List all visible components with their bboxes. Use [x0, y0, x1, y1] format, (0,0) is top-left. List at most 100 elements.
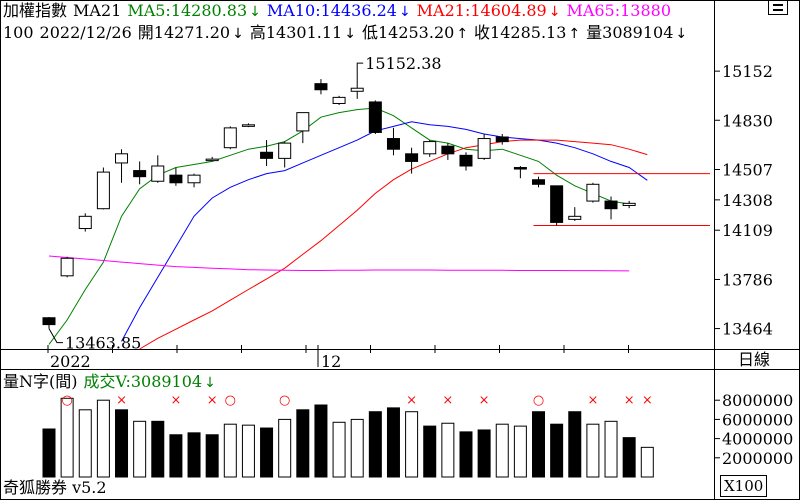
ma-arrow-icon: ↓	[249, 4, 261, 20]
signal-marker: ○	[225, 393, 236, 408]
volume-bar	[115, 409, 129, 478]
candlestick	[459, 152, 473, 171]
volume-unit-button[interactable]: X100	[720, 475, 768, 497]
candlestick	[169, 167, 183, 186]
volume-indicator-title: 量N字(間)	[3, 372, 78, 391]
candlestick	[350, 71, 364, 99]
date-axis: 2022 12	[47, 345, 629, 371]
volume-bars	[42, 397, 654, 478]
ma-line-ma65	[48, 255, 630, 272]
candlestick	[241, 123, 255, 128]
candlestick	[133, 161, 147, 185]
candlestick	[296, 112, 310, 144]
price-annotations: 15152.38 13463.85	[48, 54, 442, 353]
volume-bar	[205, 434, 219, 478]
signal-marker: ×	[624, 393, 635, 408]
candle-body	[550, 185, 564, 223]
signal-marker: ×	[406, 393, 417, 408]
high-annotation-leader	[356, 62, 364, 72]
volume-bar	[151, 420, 165, 478]
high-annotation: 15152.38	[365, 54, 441, 73]
support-lines	[533, 173, 710, 226]
ma-line-ma21	[139, 139, 648, 350]
volume-bar	[78, 409, 92, 478]
candle-body	[205, 158, 219, 162]
candlestick	[622, 200, 636, 209]
chart-header-line-1: 加權指數 MA21 MA5:14280.83 ↓ MA10:14436.24 ↓ MA21:…	[3, 0, 715, 23]
volume-bar	[459, 431, 473, 478]
candlestick	[604, 196, 618, 220]
candle-body	[42, 317, 56, 326]
candlestick	[532, 176, 546, 188]
candle-body	[386, 138, 400, 150]
ma-value-3: MA65:13880	[566, 1, 671, 20]
signal-marker: ×	[116, 393, 127, 408]
candlestick	[423, 140, 437, 157]
candle-body	[368, 101, 382, 133]
volume-arrow-icon: ↓	[675, 26, 688, 42]
candle-body	[133, 170, 147, 178]
candle-body	[241, 124, 255, 127]
candle-body	[568, 215, 582, 220]
candlesticks	[42, 71, 636, 329]
volume-bar	[350, 418, 364, 478]
candle-body	[459, 154, 473, 167]
bar-date: 2022/12/26	[39, 23, 132, 42]
volume-bar	[223, 423, 237, 478]
signal-marker: ×	[207, 393, 218, 408]
candle-body	[513, 167, 527, 170]
ma-line-ma5	[48, 107, 630, 345]
close-arrow-icon: ↑	[568, 26, 581, 42]
volume-bar	[278, 418, 292, 478]
volume-bar	[477, 429, 491, 478]
candlestick	[405, 147, 419, 174]
index-name: 加權指數	[3, 1, 68, 20]
price-tick-label: 14507	[722, 161, 773, 180]
volume-bar	[423, 425, 437, 478]
ma-value-2: MA21:14604.89 ↓	[417, 1, 561, 20]
volume-bar	[568, 411, 582, 478]
volume-bar	[586, 423, 600, 478]
candle-body	[115, 153, 129, 164]
volume-bar	[640, 446, 654, 478]
candle-body	[151, 165, 165, 182]
price-tick-label: 14109	[722, 221, 773, 240]
volume-tick-label: 2000000	[722, 449, 793, 468]
price-tick-label: 14308	[722, 191, 773, 210]
candle-body	[278, 142, 292, 159]
candle-body	[260, 151, 274, 159]
candle-body	[405, 153, 419, 162]
menu-bar-icon	[773, 4, 783, 6]
candle-body	[622, 202, 636, 206]
candlestick	[368, 100, 382, 134]
candle-body	[314, 83, 328, 91]
high-value: 高14301.11	[249, 23, 343, 42]
candlestick	[42, 316, 56, 329]
volume-bar	[532, 411, 546, 478]
volume-bar	[60, 397, 74, 478]
candlestick	[386, 127, 400, 156]
signal-marker: ×	[587, 393, 598, 408]
candle-body	[96, 171, 110, 210]
candle-body	[477, 138, 491, 159]
candlestick	[115, 149, 129, 183]
ma-value-text: MA65:13880	[566, 1, 672, 20]
open-value: 開14271.20	[137, 23, 231, 42]
signal-marker: ×	[170, 393, 181, 408]
volume-bar	[332, 421, 346, 478]
moving-average-lines	[48, 107, 648, 350]
low-arrow-icon: ↑	[456, 26, 469, 42]
volume-tick-label: 4000000	[722, 430, 793, 449]
volume-bar	[169, 434, 183, 478]
price-tick-label: 15152	[722, 62, 773, 81]
price-tick-label: 13786	[722, 270, 773, 289]
low-value: 低14253.20	[361, 23, 455, 42]
candlestick	[260, 140, 274, 166]
candlestick	[513, 166, 527, 179]
price-tick-label: 14830	[722, 111, 773, 130]
ma-value-0: MA5:14280.83 ↓	[127, 1, 261, 20]
candlestick	[205, 156, 219, 162]
candle-body	[586, 183, 600, 202]
timeframe-label[interactable]: 日線	[738, 350, 771, 369]
